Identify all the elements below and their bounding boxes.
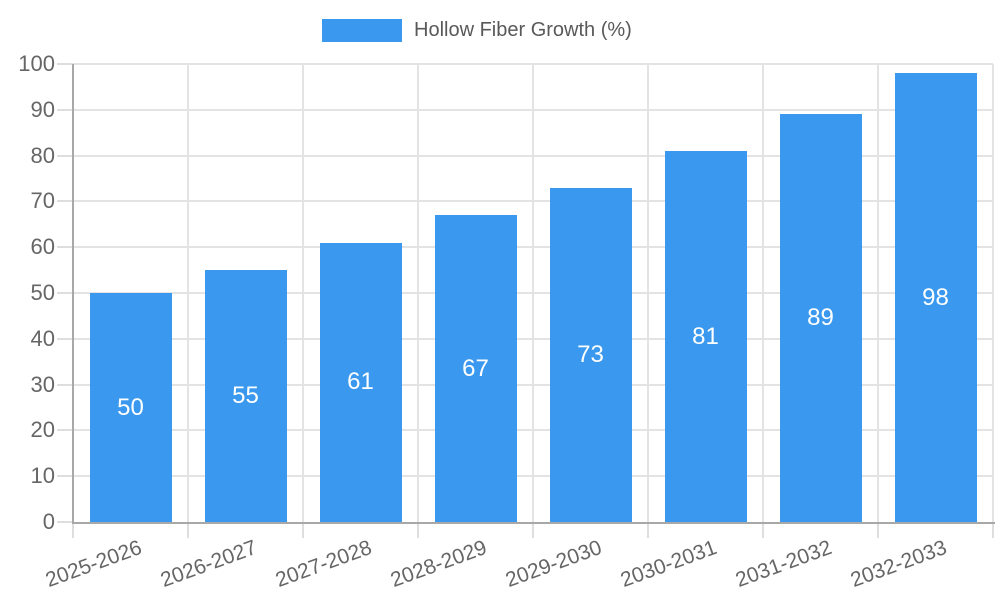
y-axis-tick [57, 292, 73, 294]
bar [779, 114, 862, 522]
x-gridline [187, 64, 189, 522]
x-axis-tick [417, 522, 419, 538]
y-axis-tick-label: 30 [30, 372, 55, 397]
legend-label: Hollow Fiber Growth (%) [414, 19, 632, 41]
x-gridline [417, 64, 419, 522]
bar-value-label: 98 [922, 283, 949, 311]
bar-value-label: 73 [577, 340, 604, 368]
x-axis-tick [992, 522, 994, 538]
y-axis-tick [57, 429, 73, 431]
y-axis-tick [57, 521, 73, 523]
x-axis-tick [877, 522, 879, 538]
bar [89, 293, 172, 522]
bar-value-label: 67 [462, 354, 489, 382]
y-axis-tick-label: 40 [30, 326, 55, 351]
x-axis-tick [302, 522, 304, 538]
y-axis-tick [57, 155, 73, 157]
x-axis-tick [647, 522, 649, 538]
y-axis-tick-label: 90 [30, 97, 55, 122]
chart-legend[interactable]: Hollow Fiber Growth (%) [322, 19, 632, 42]
y-axis-tick-label: 50 [30, 280, 55, 305]
bar-value-label: 89 [807, 304, 834, 332]
bar [434, 215, 517, 522]
y-axis-tick-label: 80 [30, 143, 55, 168]
bar [664, 151, 747, 522]
y-axis-tick-label: 0 [42, 509, 55, 534]
bar [894, 73, 977, 522]
y-axis-tick-label: 10 [30, 463, 55, 488]
y-axis-tick-label: 20 [30, 417, 55, 442]
x-axis-tick [72, 522, 74, 538]
y-axis-tick [57, 200, 73, 202]
bar [319, 242, 402, 522]
bar-value-label: 81 [692, 322, 719, 350]
x-gridline [992, 64, 994, 522]
y-axis-tick [57, 384, 73, 386]
x-axis-tick [532, 522, 534, 538]
x-axis-line [73, 522, 995, 524]
y-axis-tick-label: 70 [30, 188, 55, 213]
bar-value-label: 50 [117, 393, 144, 421]
x-gridline [302, 64, 304, 522]
y-axis-tick [57, 63, 73, 65]
legend-swatch-icon [322, 19, 402, 42]
y-axis-tick-label: 60 [30, 234, 55, 259]
y-axis-tick [57, 109, 73, 111]
x-gridline [762, 64, 764, 522]
y-axis-tick [57, 475, 73, 477]
y-axis-line [72, 64, 74, 524]
y-axis-tick [57, 246, 73, 248]
x-axis-tick [762, 522, 764, 538]
bar-value-label: 61 [347, 368, 374, 396]
x-axis-tick [187, 522, 189, 538]
x-gridline [647, 64, 649, 522]
bar [549, 187, 632, 522]
bar [204, 270, 287, 522]
x-gridline [532, 64, 534, 522]
bar-value-label: 55 [232, 382, 259, 410]
y-axis-tick [57, 338, 73, 340]
x-gridline [877, 64, 879, 522]
y-axis-tick-label: 100 [18, 51, 55, 76]
